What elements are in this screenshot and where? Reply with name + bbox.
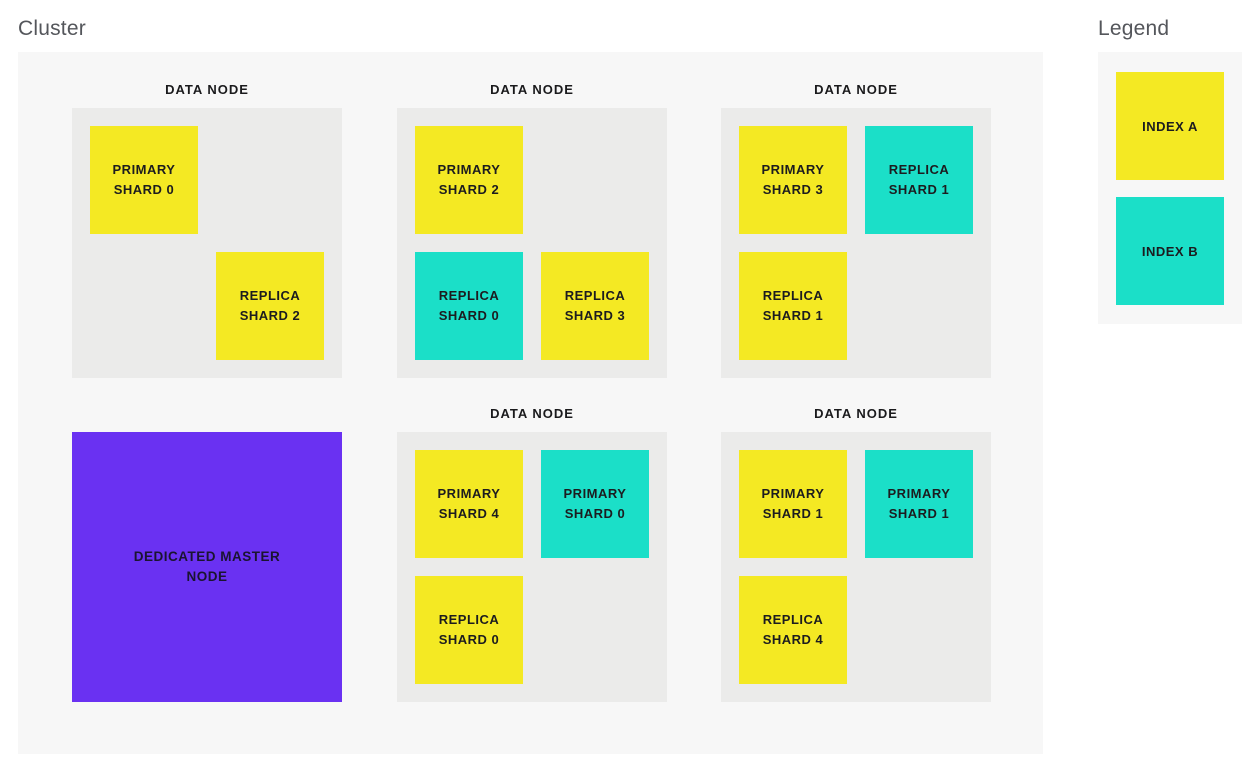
shard-primary-3-index-a: PRIMARY SHARD 3 (739, 126, 847, 234)
data-node-4-box: PRIMARY SHARD 1 PRIMARY SHARD 1 REPLICA … (721, 432, 991, 702)
dedicated-master-node: DEDICATED MASTER NODE (72, 432, 342, 702)
legend-label-index-b: INDEX B (1141, 243, 1199, 259)
legend-swatch-index-b: INDEX B (1116, 197, 1224, 305)
shard-label: REPLICA SHARD 1 (762, 288, 824, 323)
data-node-4: DATA NODE PRIMARY SHARD 1 PRIMARY SHARD … (721, 406, 991, 702)
shard-replica-0-index-a: REPLICA SHARD 0 (415, 576, 523, 684)
shard-replica-0-index-b: REPLICA SHARD 0 (415, 252, 523, 360)
cluster-panel: DATA NODE PRIMARY SHARD 0 REPLICA SHARD … (18, 52, 1043, 754)
legend-panel: INDEX A INDEX B (1098, 52, 1242, 324)
cluster-title: Cluster (18, 17, 86, 40)
data-node-1-label: DATA NODE (490, 82, 574, 97)
shard-label: PRIMARY SHARD 3 (761, 162, 825, 197)
master-node-label: DEDICATED MASTER NODE (133, 549, 281, 584)
data-node-1-box: PRIMARY SHARD 2 REPLICA SHARD 0 REPLICA … (397, 108, 667, 378)
shard-primary-0-index-b: PRIMARY SHARD 0 (541, 450, 649, 558)
data-node-0-label: DATA NODE (165, 82, 249, 97)
shard-primary-4-index-a: PRIMARY SHARD 4 (415, 450, 523, 558)
shard-label: REPLICA SHARD 0 (438, 288, 500, 323)
shard-label: REPLICA SHARD 2 (239, 288, 301, 323)
shard-label: REPLICA SHARD 1 (888, 162, 950, 197)
shard-replica-4-index-a: REPLICA SHARD 4 (739, 576, 847, 684)
data-node-3-box: PRIMARY SHARD 4 PRIMARY SHARD 0 REPLICA … (397, 432, 667, 702)
data-node-4-label: DATA NODE (814, 406, 898, 421)
shard-replica-1-index-a: REPLICA SHARD 1 (739, 252, 847, 360)
shard-label: REPLICA SHARD 0 (438, 612, 500, 647)
legend-label-index-a: INDEX A (1142, 118, 1198, 134)
data-node-3: DATA NODE PRIMARY SHARD 4 PRIMARY SHARD … (397, 406, 667, 702)
data-node-1: DATA NODE PRIMARY SHARD 2 REPLICA SHARD … (397, 82, 667, 378)
shard-label: PRIMARY SHARD 1 (887, 486, 951, 521)
data-node-0: DATA NODE PRIMARY SHARD 0 REPLICA SHARD … (72, 82, 342, 378)
legend-swatch-index-a: INDEX A (1116, 72, 1224, 180)
data-node-2-box: PRIMARY SHARD 3 REPLICA SHARD 1 REPLICA … (721, 108, 991, 378)
data-node-3-label: DATA NODE (490, 406, 574, 421)
shard-label: PRIMARY SHARD 0 (112, 162, 176, 197)
shard-primary-1-index-a: PRIMARY SHARD 1 (739, 450, 847, 558)
shard-primary-0-index-a: PRIMARY SHARD 0 (90, 126, 198, 234)
legend-title: Legend (1098, 17, 1170, 40)
shard-replica-2-index-a: REPLICA SHARD 2 (216, 252, 324, 360)
shard-replica-3-index-a: REPLICA SHARD 3 (541, 252, 649, 360)
shard-replica-1-index-b: REPLICA SHARD 1 (865, 126, 973, 234)
shard-label: PRIMARY SHARD 0 (563, 486, 627, 521)
shard-label: REPLICA SHARD 4 (762, 612, 824, 647)
shard-primary-1-index-b: PRIMARY SHARD 1 (865, 450, 973, 558)
shard-label: PRIMARY SHARD 4 (437, 486, 501, 521)
shard-label: REPLICA SHARD 3 (564, 288, 626, 323)
data-node-2-label: DATA NODE (814, 82, 898, 97)
data-node-2: DATA NODE PRIMARY SHARD 3 REPLICA SHARD … (721, 82, 991, 378)
data-node-0-box: PRIMARY SHARD 0 REPLICA SHARD 2 (72, 108, 342, 378)
shard-label: PRIMARY SHARD 1 (761, 486, 825, 521)
shard-primary-2-index-a: PRIMARY SHARD 2 (415, 126, 523, 234)
shard-label: PRIMARY SHARD 2 (437, 162, 501, 197)
